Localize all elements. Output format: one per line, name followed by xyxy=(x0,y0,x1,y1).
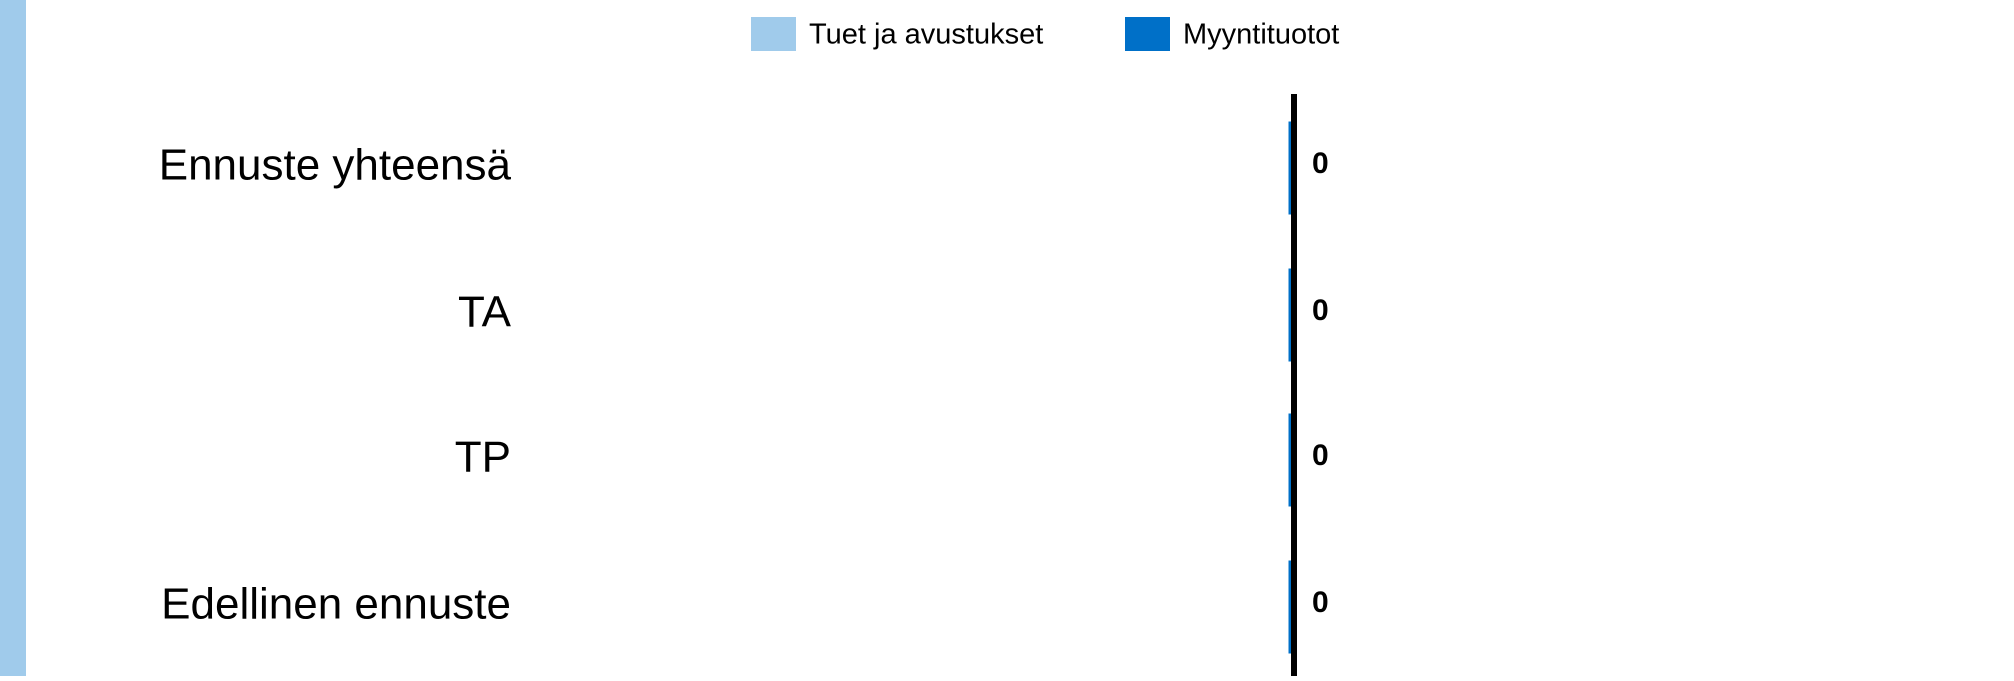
value-label: 0 xyxy=(1312,586,1329,619)
value-label: 0 xyxy=(1312,147,1329,180)
side-strip xyxy=(0,0,26,676)
legend-swatch xyxy=(1125,17,1170,51)
bar-segment xyxy=(1288,268,1292,362)
value-label: 0 xyxy=(1312,439,1329,472)
bar-segment xyxy=(1288,121,1292,215)
legend-label: Myyntituotot xyxy=(1183,19,1339,51)
bar-segment xyxy=(1288,413,1292,507)
category-label: TA xyxy=(458,288,512,337)
category-label: Ennuste yhteensä xyxy=(159,141,512,190)
legend-label: Tuet ja avustukset xyxy=(809,19,1043,51)
value-label: 0 xyxy=(1312,294,1329,327)
category-label: Edellinen ennuste xyxy=(161,580,511,629)
bar-segment xyxy=(1288,560,1292,654)
legend-swatch xyxy=(751,17,796,51)
category-label: TP xyxy=(455,433,511,482)
